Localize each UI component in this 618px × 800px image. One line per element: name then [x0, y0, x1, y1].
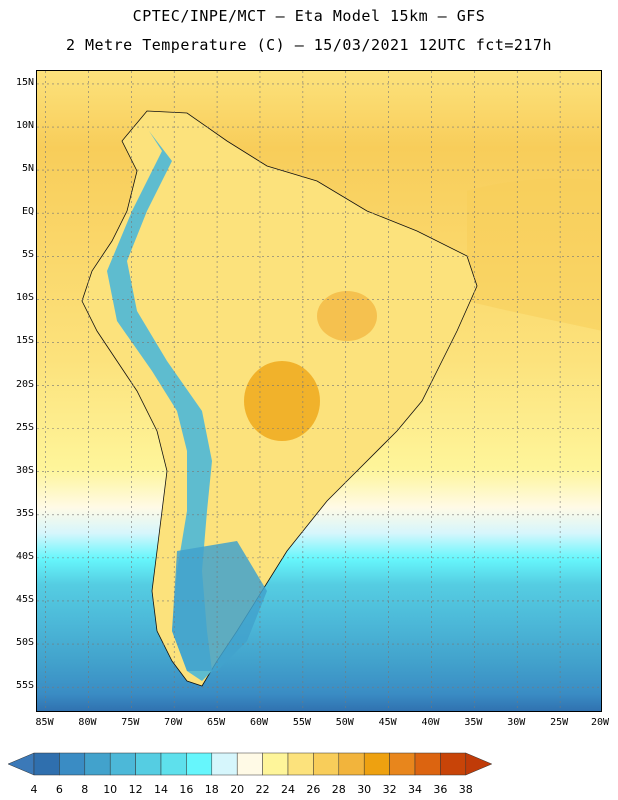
lon-label: 75W [121, 717, 140, 728]
lon-label: 55W [292, 717, 311, 728]
lon-label: 70W [164, 717, 183, 728]
colorbar-segment [186, 752, 213, 776]
colorbar-segment [109, 752, 136, 776]
colorbar-segment [59, 752, 86, 776]
warm-ocean-band [467, 178, 601, 331]
temperature-map [36, 70, 602, 712]
lon-label: 85W [35, 717, 54, 728]
colorbar-label: 10 [103, 783, 118, 796]
temperature-colorbar [8, 752, 493, 776]
colorbar-segment [262, 752, 289, 776]
colorbar-label: 8 [81, 783, 89, 796]
lat-label: 35S [15, 507, 34, 519]
lon-label: 35W [464, 717, 483, 728]
colorbar-arrow-low [8, 752, 35, 776]
colorbar-label: 6 [55, 783, 63, 796]
lat-label: 50S [15, 637, 34, 649]
colorbar-label: 20 [230, 783, 245, 796]
lat-label: 10N [15, 120, 34, 131]
lat-label: 25S [15, 421, 34, 433]
lon-label: 30W [507, 717, 526, 728]
colorbar-label: 32 [382, 783, 397, 796]
lon-label: 20W [590, 717, 610, 728]
colorbar-segment [84, 752, 111, 776]
colorbar-label: 36 [433, 783, 448, 796]
lat-label: 30S [15, 464, 34, 476]
chart-title-line2: 2 Metre Temperature (C) – 15/03/2021 12U… [65, 36, 553, 54]
colorbar-segment [313, 752, 340, 776]
colorbar-segment [389, 752, 416, 776]
colorbar-segment [135, 752, 162, 776]
colorbar-label: 22 [255, 783, 270, 796]
colorbar-label: 16 [179, 783, 194, 796]
warm-region [317, 291, 377, 341]
lon-label: 25W [550, 717, 569, 728]
colorbar-label: 30 [357, 783, 372, 796]
lat-label: 10S [15, 292, 34, 304]
lon-label: 80W [78, 717, 97, 728]
colorbar-label: 24 [281, 783, 295, 796]
colorbar-segment [33, 752, 60, 776]
lon-label: 60W [249, 717, 268, 728]
colorbar-segment [414, 752, 441, 776]
lat-label: EQ [21, 206, 34, 218]
lat-label: 15N [15, 76, 34, 88]
colorbar-segment [338, 752, 365, 776]
chart-title-line1: CPTEC/INPE/MCT – Eta Model 15km – GFS [132, 7, 486, 25]
colorbar-segment [363, 752, 390, 776]
lon-label: 40W [421, 717, 440, 728]
colorbar-segment [236, 752, 263, 776]
colorbar-label: 38 [458, 783, 473, 796]
lat-label: 5S [21, 249, 34, 261]
lat-label: 15S [15, 335, 34, 347]
colorbar-segment [440, 752, 467, 776]
colorbar-label: 28 [331, 783, 346, 796]
andes-cold-strip [107, 131, 212, 681]
map-grid [37, 71, 601, 711]
patagonia-cool [172, 541, 267, 671]
lon-label: 50W [335, 717, 354, 728]
lat-label: 45S [15, 593, 34, 605]
lon-label: 65W [207, 717, 226, 728]
colorbar-label: 12 [128, 783, 143, 796]
colorbar-segment [287, 752, 314, 776]
lat-label: 55S [15, 680, 34, 692]
colorbar-label: 14 [154, 783, 168, 796]
hot-region [244, 361, 320, 441]
lat-label: 5N [21, 163, 34, 175]
colorbar-label: 34 [408, 783, 422, 796]
lat-label: 20S [15, 378, 34, 390]
colorbar-label: 26 [306, 783, 321, 796]
colorbar-segment [211, 752, 238, 776]
colorbar-arrow-high [465, 752, 493, 776]
lat-label: 40S [15, 550, 34, 562]
colorbar-label: 4 [30, 783, 38, 796]
colorbar-segment [160, 752, 187, 776]
lon-label: 45W [378, 717, 397, 728]
colorbar-label: 18 [204, 783, 219, 796]
